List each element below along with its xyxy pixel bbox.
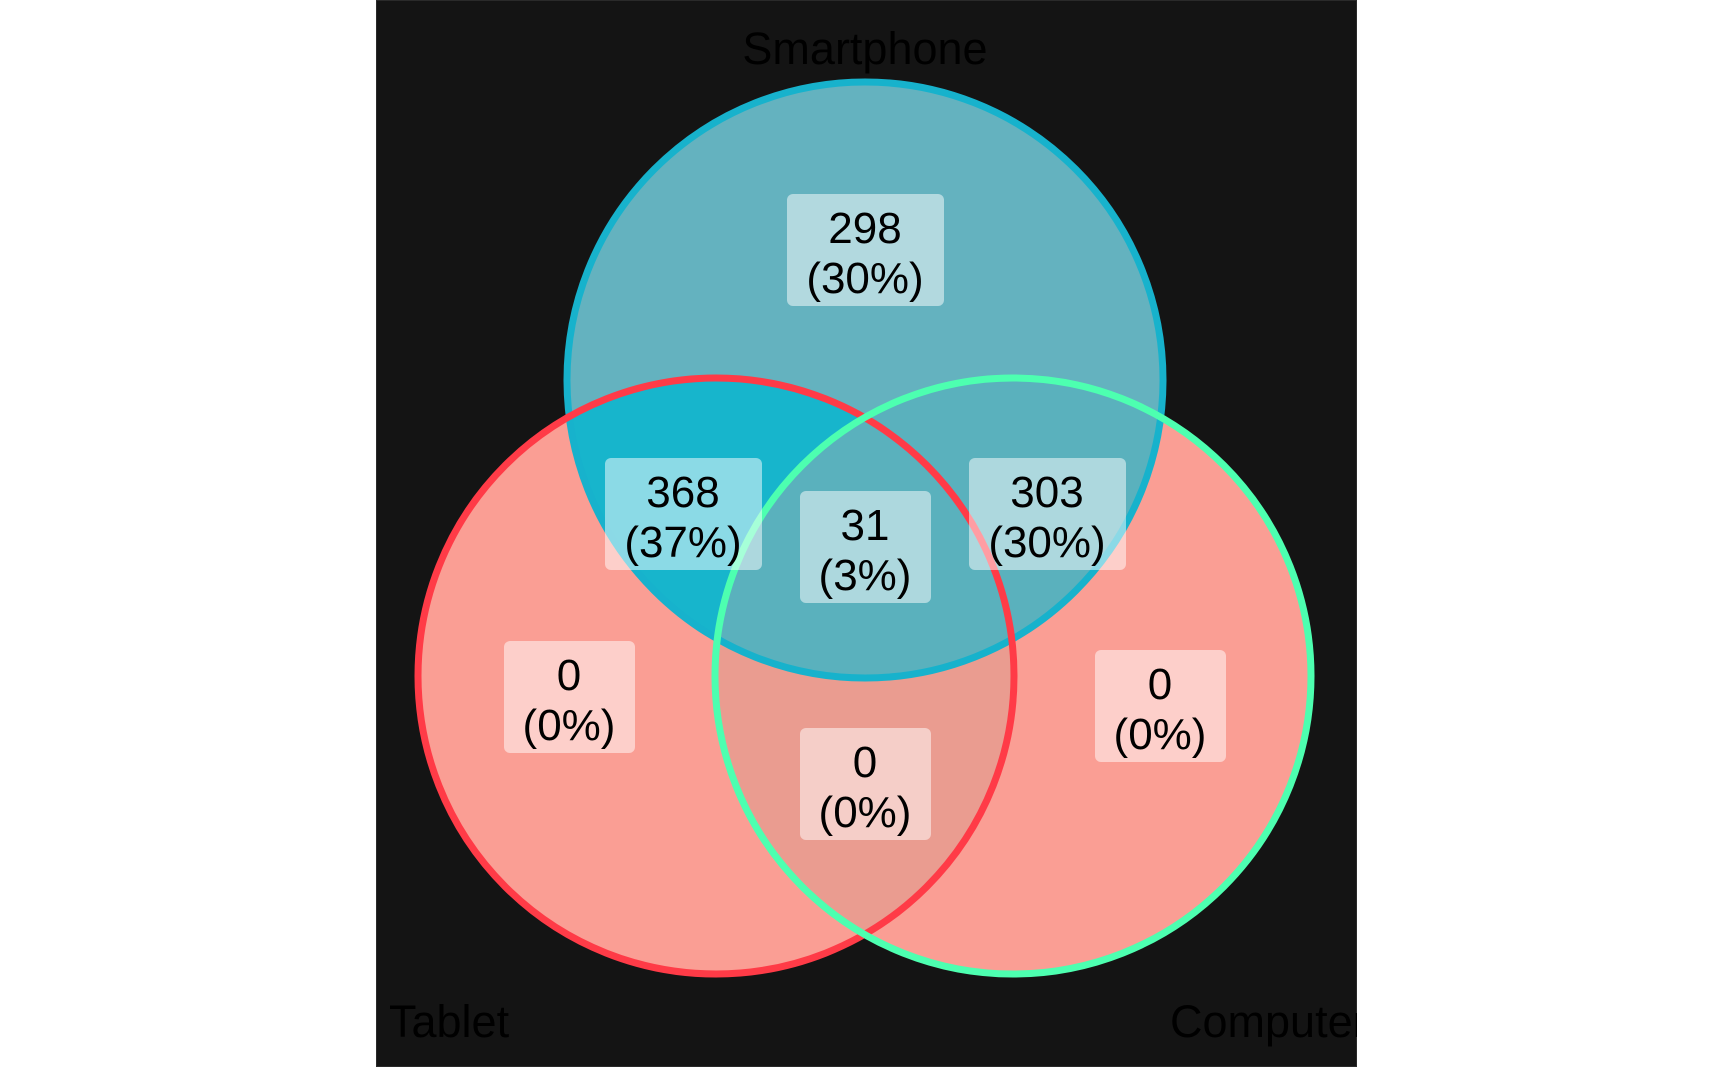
region-percent: (30%): [806, 254, 923, 303]
region-label-box: [504, 641, 635, 753]
region-count: 368: [646, 468, 719, 517]
region-percent: (0%): [819, 788, 912, 837]
computer-circle-outline: [711, 374, 1315, 978]
region-count: 0: [557, 651, 581, 700]
region-tablet-computer: 0 (0%): [800, 728, 931, 840]
region-smartphone-computer: 303 (30%): [969, 458, 1126, 570]
region-all-three: 31 (3%): [800, 491, 931, 603]
smartphone-circle-outline: [563, 78, 1167, 682]
region-label-box: [800, 728, 931, 840]
region-smartphone-tablet: 368 (37%): [605, 458, 762, 570]
region-label-box: [800, 491, 931, 603]
region-smartphone-only: 298 (30%): [787, 194, 944, 306]
region-count: 31: [841, 501, 890, 550]
tablet-circle-outline: [414, 374, 1018, 978]
set-label-computer: Computer: [1170, 996, 1357, 1047]
region-label-box: [605, 458, 762, 570]
venn-diagram-panel: Smartphone Tablet Computer 298 (30%) 368…: [376, 0, 1357, 1067]
region-percent: (30%): [988, 518, 1105, 567]
region-percent: (3%): [819, 551, 912, 600]
region-count: 298: [828, 204, 901, 253]
region-label-box: [969, 458, 1126, 570]
region-label-box: [1095, 650, 1226, 762]
region-tablet-only: 0 (0%): [504, 641, 635, 753]
set-label-tablet: Tablet: [389, 996, 510, 1047]
set-label-smartphone: Smartphone: [742, 23, 987, 74]
region-computer-only: 0 (0%): [1095, 650, 1226, 762]
region-count: 303: [1010, 468, 1083, 517]
region-percent: (0%): [523, 701, 616, 750]
region-label-box: [787, 194, 944, 306]
venn-diagram: Smartphone Tablet Computer 298 (30%) 368…: [389, 23, 1357, 1047]
region-count: 0: [1148, 660, 1172, 709]
region-percent: (37%): [624, 518, 741, 567]
region-count: 0: [853, 738, 877, 787]
region-percent: (0%): [1114, 710, 1207, 759]
